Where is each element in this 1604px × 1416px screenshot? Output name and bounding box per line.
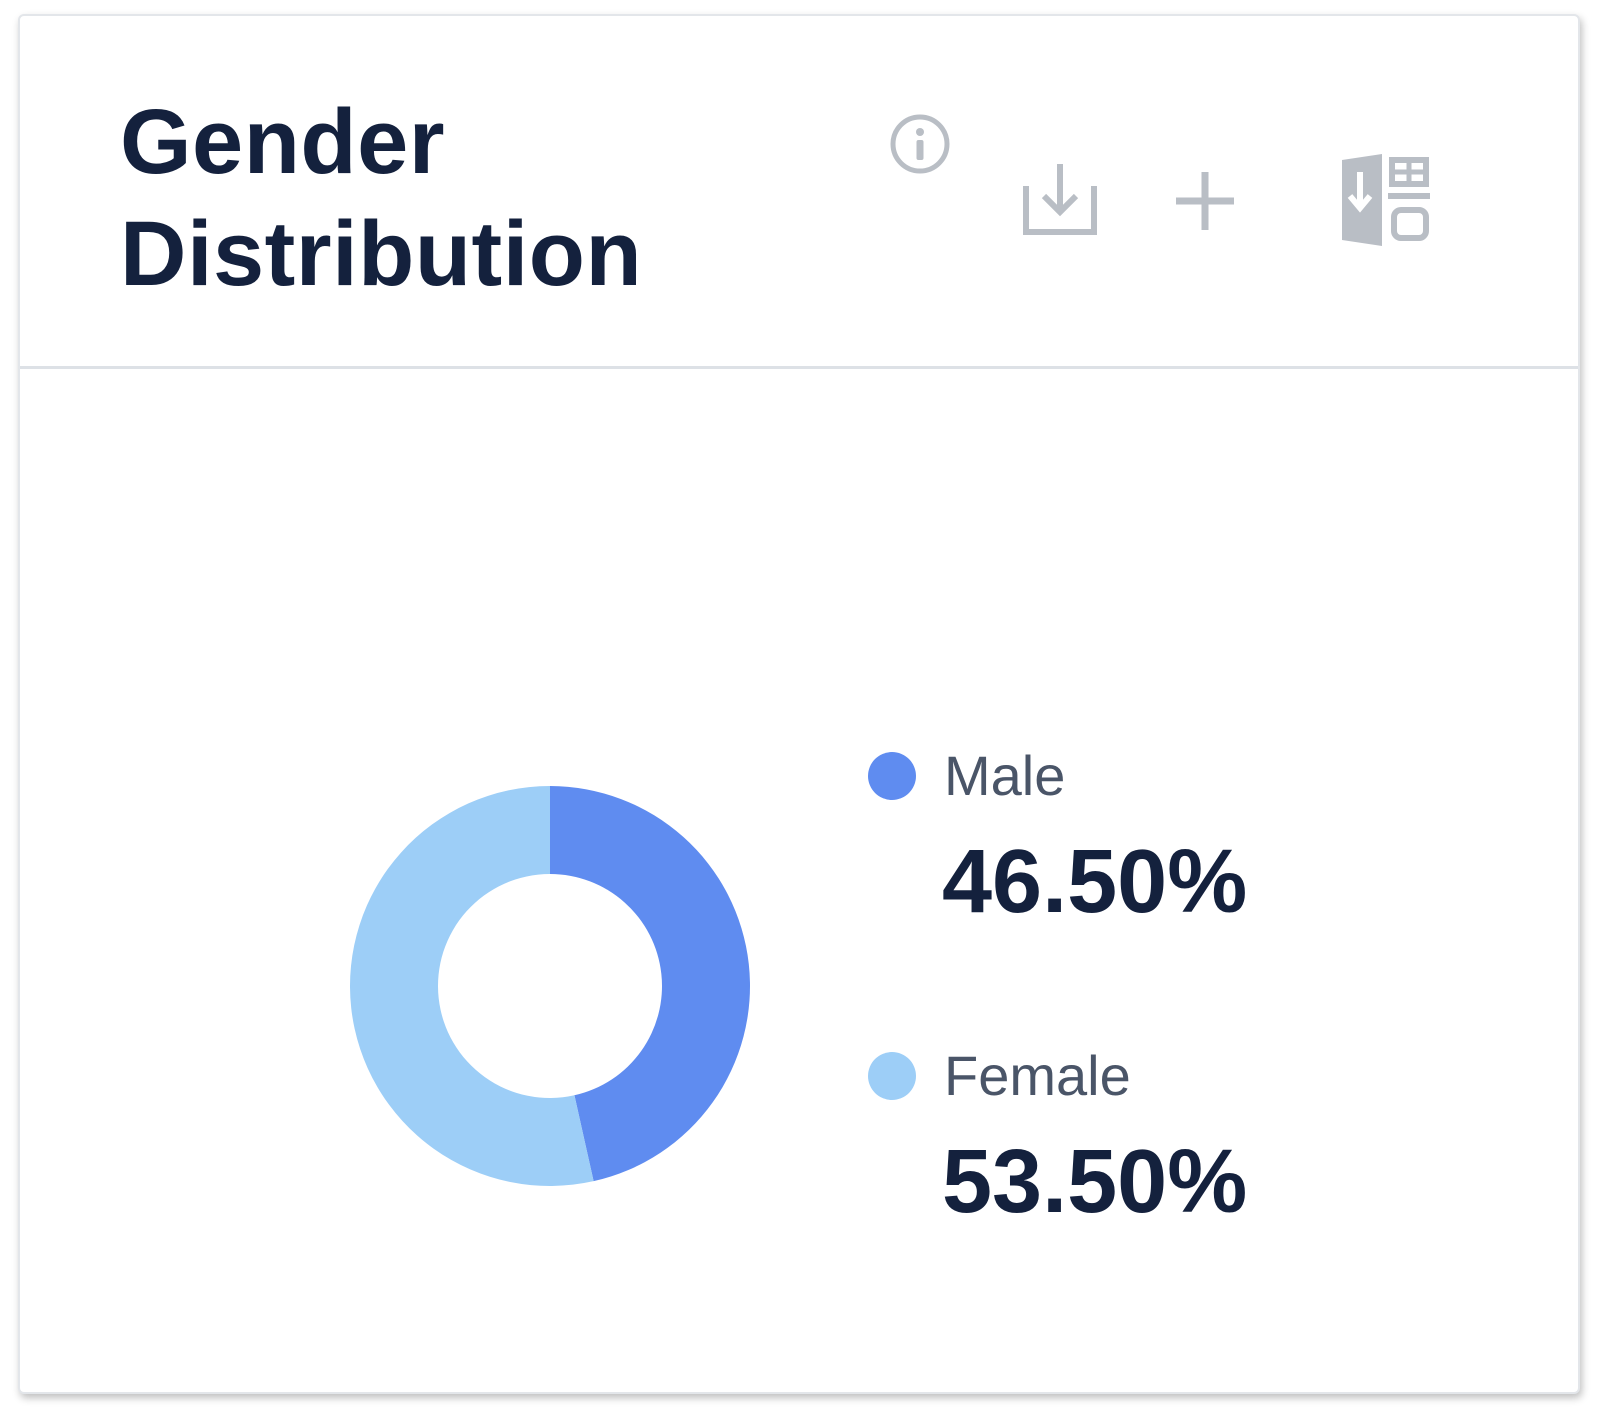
- legend-item-male[interactable]: Male 46.50%: [860, 736, 1460, 1036]
- donut-slice-female[interactable]: [349, 786, 594, 1186]
- legend-dot-male: [868, 752, 916, 800]
- donut-slice-male[interactable]: [550, 786, 750, 1182]
- export-icon[interactable]: [1338, 154, 1434, 246]
- chart-legend: Male 46.50% Female 53.50%: [860, 736, 1460, 1336]
- legend-value-male: 46.50%: [942, 832, 1248, 932]
- legend-value-female: 53.50%: [942, 1132, 1248, 1232]
- info-icon[interactable]: [888, 112, 952, 176]
- legend-item-female[interactable]: Female 53.50%: [860, 1036, 1460, 1336]
- gender-distribution-card: Gender Distribution: [18, 14, 1580, 1394]
- card-header: Gender Distribution: [20, 16, 1578, 369]
- legend-dot-female: [868, 1052, 916, 1100]
- legend-label-female: Female: [944, 1044, 1131, 1107]
- donut-chart: [349, 786, 750, 1186]
- download-icon[interactable]: [1020, 160, 1100, 240]
- card-title-line2: Distribution: [120, 203, 643, 305]
- card-title-line1: Gender: [120, 91, 446, 193]
- legend-label-male: Male: [944, 744, 1066, 807]
- card-title: Gender Distribution: [120, 86, 740, 310]
- plus-icon[interactable]: [1170, 166, 1240, 236]
